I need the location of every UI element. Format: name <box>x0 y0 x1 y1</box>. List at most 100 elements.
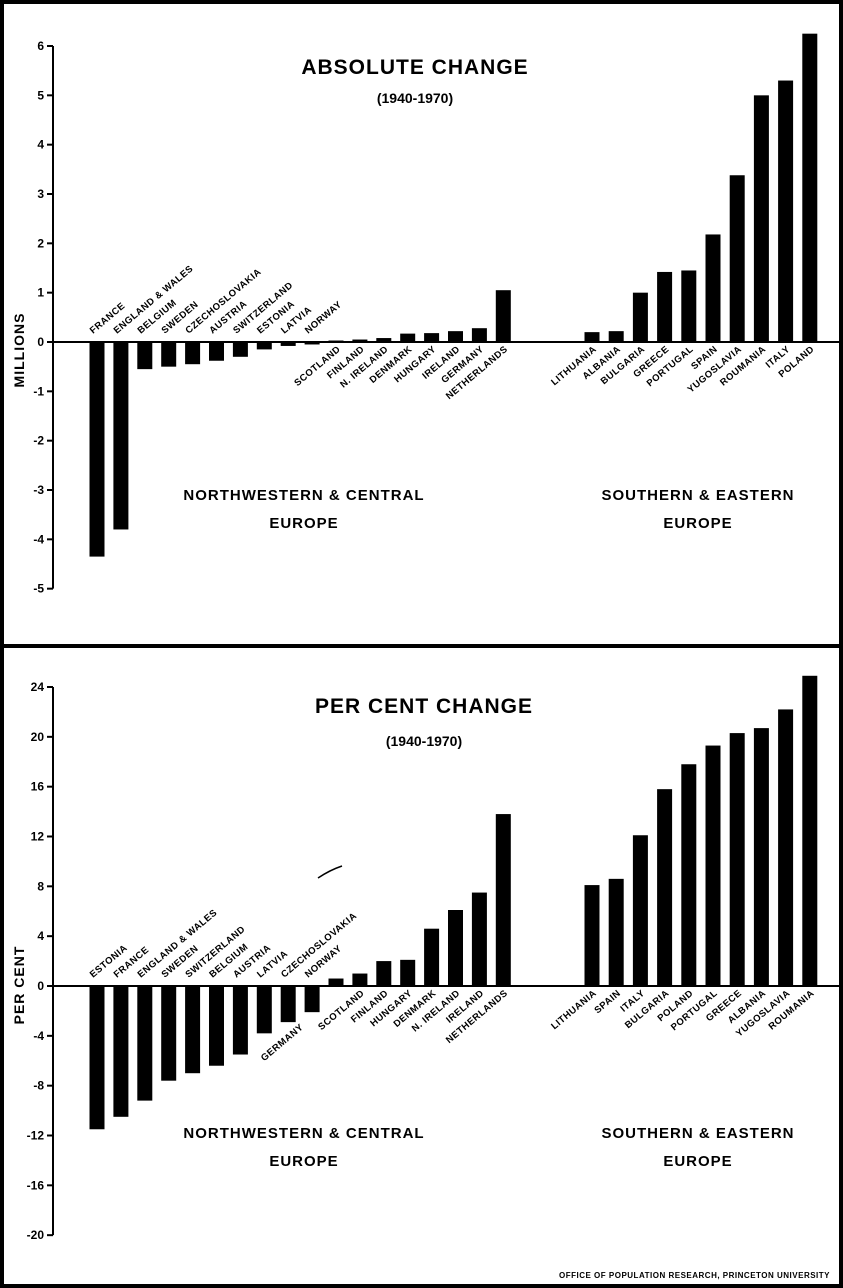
bar-finland <box>376 961 392 986</box>
bar-norway <box>304 342 320 345</box>
bar-poland <box>802 33 818 343</box>
bar-scotland <box>328 340 344 343</box>
bar-italy <box>778 80 794 343</box>
bar-latvia <box>256 986 272 1034</box>
per-cent-change-panel: PER CENT CHANGE (1940-1970) PER CENT NOR… <box>11 675 841 1242</box>
bar-switzerland <box>232 342 248 357</box>
bar-denmark <box>400 333 416 342</box>
bar-germany <box>328 978 344 986</box>
bar-england-and-wales <box>113 342 129 530</box>
bar-ireland <box>471 892 487 986</box>
bar-belgium <box>209 986 224 1066</box>
region-label-northwestern: NORTHWESTERN & CENTRAL <box>183 487 424 504</box>
y-tick-label: 4 <box>37 138 44 152</box>
bar-germany <box>471 328 487 342</box>
bar-spain <box>705 234 721 342</box>
bar-netherlands <box>495 814 511 986</box>
germany-pointer-line <box>317 865 343 879</box>
bar-poland <box>681 764 697 986</box>
bar-roumania <box>802 675 818 986</box>
bar-lithuania <box>584 332 600 342</box>
y-tick-label: 2 <box>37 236 44 250</box>
bar-belgium <box>137 342 153 370</box>
bar-bulgaria <box>657 789 673 986</box>
y-tick-label: -8 <box>33 1079 44 1093</box>
y-tick-label: 3 <box>37 187 44 201</box>
region-label-northwestern: NORTHWESTERN & CENTRAL <box>183 1125 424 1142</box>
y-tick-label: -12 <box>27 1129 45 1143</box>
chart-subtitle: (1940-1970) <box>377 90 453 106</box>
region-label-southern-line2: EUROPE <box>663 1153 732 1170</box>
bars <box>89 33 818 557</box>
bar-albania <box>608 331 624 342</box>
bar-czechoslovakia <box>280 986 296 1023</box>
bar-france <box>89 342 105 557</box>
category-label-lithuania: LITHUANIA <box>549 988 599 1032</box>
bar-latvia <box>280 342 296 346</box>
y-tick-label: 12 <box>31 830 45 844</box>
bar-portugal <box>705 745 721 986</box>
chart-title: ABSOLUTE CHANGE <box>301 56 528 79</box>
y-tick-label: 0 <box>37 335 44 349</box>
bar-sweden <box>161 342 177 367</box>
y-axis-label: PER CENT <box>11 946 27 1025</box>
bar-hungary <box>424 333 440 342</box>
bar-austria <box>209 342 224 361</box>
bar-bulgaria <box>632 292 648 342</box>
y-tick-label: -4 <box>33 1029 44 1043</box>
bar-roumania <box>753 95 769 342</box>
y-tick-label: -4 <box>33 532 44 546</box>
y-tick-label: 1 <box>37 286 44 300</box>
bar-denmark <box>424 928 440 986</box>
chart-title: PER CENT CHANGE <box>315 695 533 718</box>
bar-hungary <box>400 959 416 986</box>
bar-portugal <box>681 270 697 342</box>
bar-scotland <box>352 973 368 986</box>
chart-subtitle: (1940-1970) <box>386 733 462 749</box>
bar-austria <box>232 986 248 1055</box>
y-tick-label: -3 <box>33 483 44 497</box>
bar-finland <box>352 339 368 342</box>
y-tick-label: 24 <box>31 680 45 694</box>
bar-albania <box>753 728 769 986</box>
bar-yugoslavia <box>778 709 794 986</box>
bar-n-ireland <box>448 910 463 986</box>
bar-greece <box>729 733 745 986</box>
bar-estonia <box>256 342 272 350</box>
bar-england-and-wales <box>137 986 153 1101</box>
bar-switzerland <box>185 986 201 1074</box>
bar-n-ireland <box>376 338 392 342</box>
bar-spain <box>608 878 624 986</box>
y-axis-label: MILLIONS <box>11 313 27 388</box>
bar-yugoslavia <box>729 175 745 342</box>
bars <box>89 675 818 1130</box>
y-tick-label: -16 <box>27 1178 45 1192</box>
region-label-southern: SOUTHERN & EASTERN <box>601 1125 794 1142</box>
region-label-southern-line2: EUROPE <box>663 515 732 532</box>
bar-italy <box>632 835 648 986</box>
bar-netherlands <box>495 290 511 342</box>
y-tick-label: 6 <box>37 39 44 53</box>
bar-norway <box>304 986 320 1013</box>
y-tick-label: 0 <box>37 979 44 993</box>
y-tick-label: -5 <box>33 582 44 596</box>
category-label-spain: SPAIN <box>592 988 623 1016</box>
region-label-southern: SOUTHERN & EASTERN <box>601 487 794 504</box>
absolute-change-panel: ABSOLUTE CHANGE (1940-1970) MILLIONS NOR… <box>11 33 841 596</box>
y-tick-label: 5 <box>37 88 44 102</box>
bar-lithuania <box>584 885 600 986</box>
region-label-northwestern-line2: EUROPE <box>269 515 338 532</box>
y-tick-label: -1 <box>33 384 44 398</box>
bar-ireland <box>448 331 463 342</box>
y-tick-label: 20 <box>31 730 45 744</box>
y-tick-label: -20 <box>27 1228 45 1242</box>
bar-france <box>113 986 129 1117</box>
y-tick-label: -2 <box>33 434 44 448</box>
bar-sweden <box>161 986 177 1081</box>
region-label-northwestern-line2: EUROPE <box>269 1153 338 1170</box>
y-tick-label: 16 <box>31 780 45 794</box>
category-label-norway: NORWAY <box>303 299 344 336</box>
y-tick-label: 4 <box>37 929 44 943</box>
bar-czechoslovakia <box>185 342 201 365</box>
